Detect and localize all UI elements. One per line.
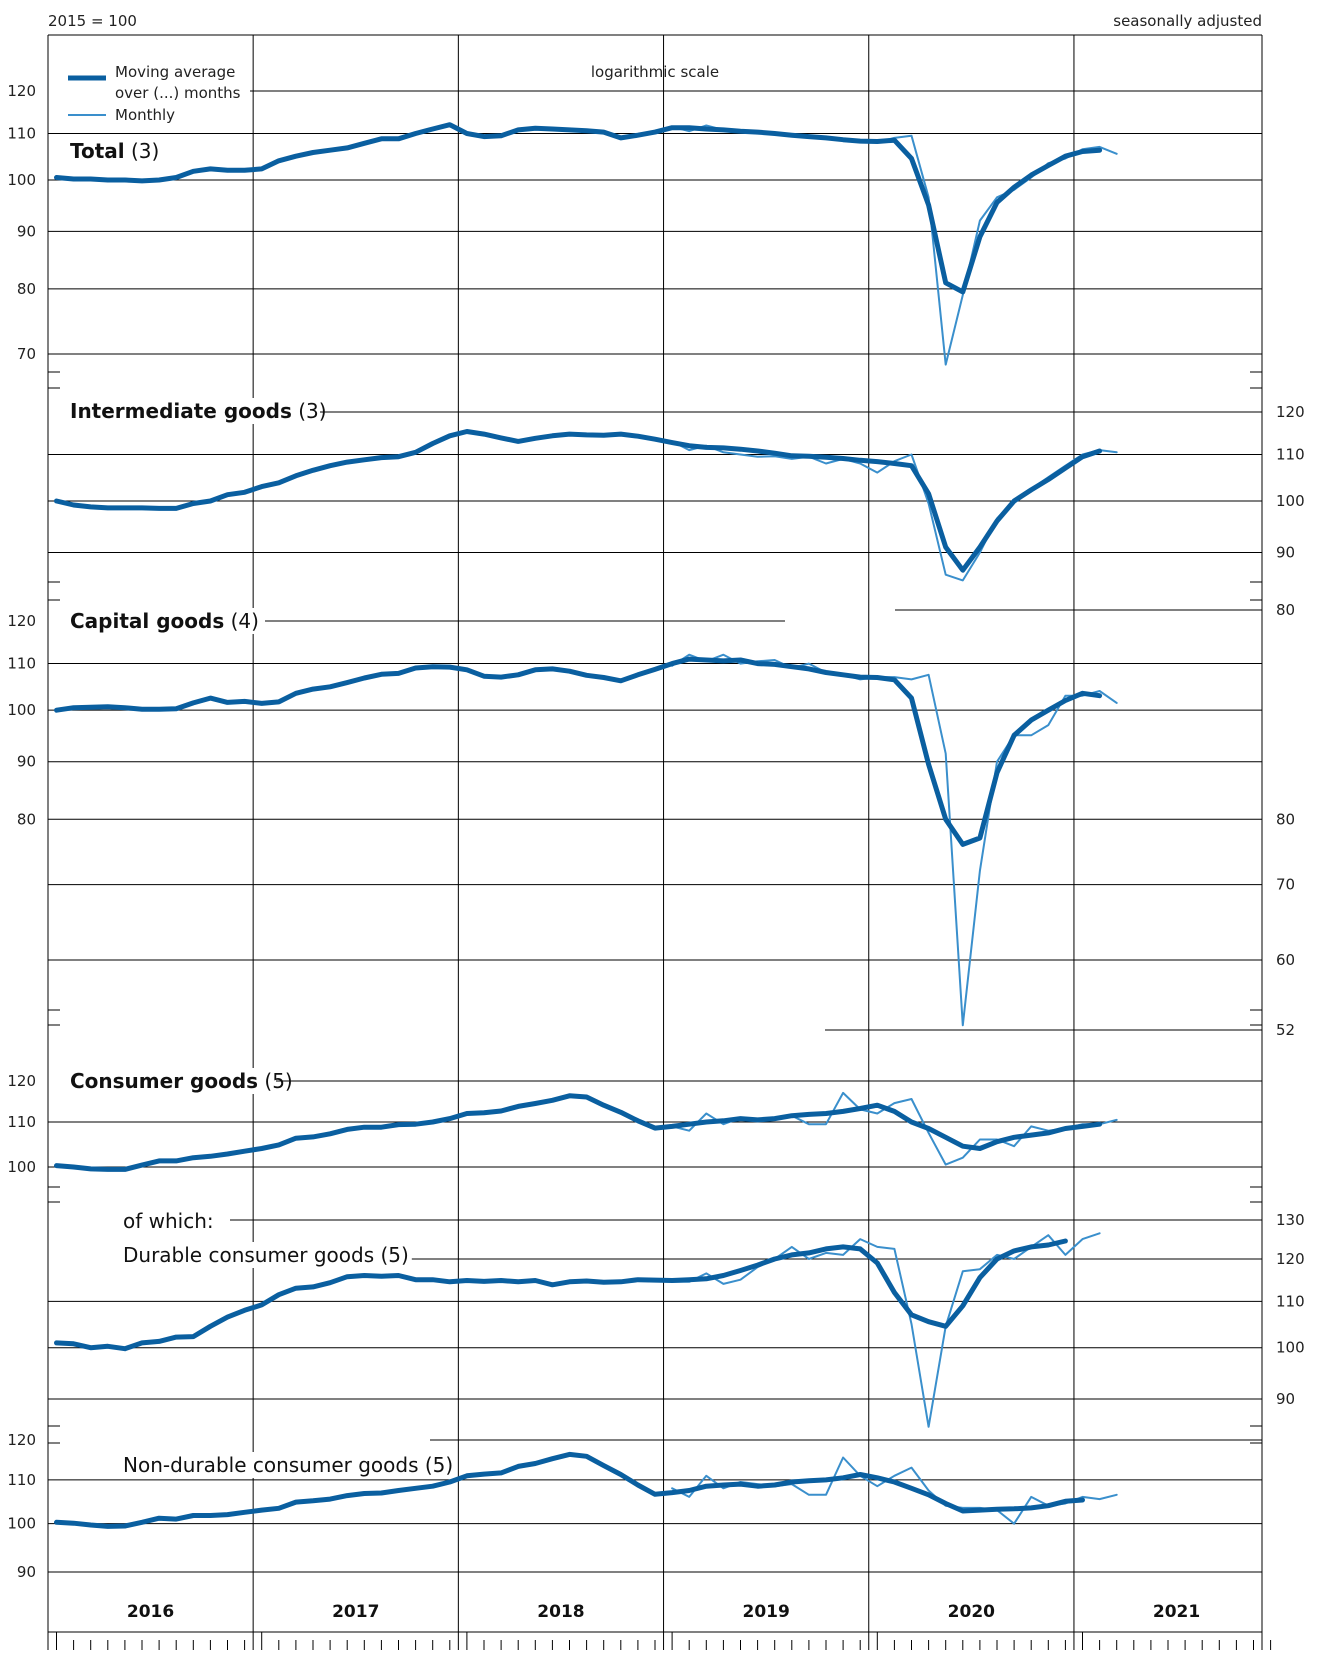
series-moving-average xyxy=(54,1093,1103,1172)
y-tick-label: 120 xyxy=(1276,1250,1305,1268)
panel-title: Intermediate goods (3) xyxy=(70,399,327,423)
legend-background xyxy=(62,58,250,124)
y-tick-label: 120 xyxy=(7,1431,36,1449)
year-label: 2019 xyxy=(742,1602,789,1622)
chart-frame xyxy=(47,34,1272,1650)
y-tick-label: 110 xyxy=(7,124,36,142)
y-tick-label: 90 xyxy=(1276,1390,1295,1408)
series-monthly xyxy=(671,124,1118,366)
y-tick-label: 100 xyxy=(1276,492,1305,510)
legend: Moving average over (...) months Monthly xyxy=(62,58,250,124)
panel-title: Total (3) xyxy=(70,139,159,163)
x-axis-years: 2016 2017 2018 2019 2020 2021 xyxy=(127,1602,1200,1622)
title-bg xyxy=(64,398,320,424)
scale-label: logarithmic scale xyxy=(591,63,719,81)
base-label: 2015 = 100 xyxy=(48,12,137,30)
y-tick-label: 120 xyxy=(7,1072,36,1090)
panel-4: 90 100 110 120 130 of which: Durable consumer … xyxy=(48,1201,1305,1428)
y-tick-label: 110 xyxy=(1276,1292,1305,1310)
title-bg xyxy=(117,1242,412,1268)
series-moving-average xyxy=(54,429,1103,573)
panel-3: 100 110 120 Consumer goods (5) xyxy=(7,1024,1262,1188)
y-tick-label: 120 xyxy=(1276,403,1305,421)
title-bg xyxy=(64,138,177,164)
series-monthly xyxy=(671,1091,1118,1166)
series-moving-average xyxy=(54,122,1103,295)
y-tick-label: 110 xyxy=(7,1113,36,1131)
series-monthly xyxy=(671,1456,1118,1525)
adjustment-label: seasonally adjusted xyxy=(1113,12,1262,30)
year-label: 2017 xyxy=(332,1602,379,1622)
panel-1: 80 90 100 110 120 Intermediate goods (3) xyxy=(48,387,1305,619)
y-tick-label: 52 xyxy=(1276,1021,1295,1039)
title-bg xyxy=(117,1208,227,1234)
series-monthly xyxy=(671,1232,1101,1428)
y-tick-label: 90 xyxy=(17,222,36,240)
y-tick-label: 80 xyxy=(17,280,36,298)
legend-label-moving-average-1: Moving average xyxy=(115,63,235,81)
y-tick-label: 130 xyxy=(1276,1211,1305,1229)
y-tick-label: 120 xyxy=(7,82,36,100)
y-tick-label: 120 xyxy=(7,612,36,630)
y-tick-label: 90 xyxy=(17,753,36,771)
year-label: 2021 xyxy=(1153,1602,1200,1622)
y-tick-label: 60 xyxy=(1276,951,1295,969)
panel-title: Capital goods (4) xyxy=(70,609,259,633)
year-label: 2018 xyxy=(537,1602,584,1622)
y-tick-label: 100 xyxy=(7,171,36,189)
panel-title: Consumer goods (5) xyxy=(70,1069,293,1093)
panel-title: Non-durable consumer goods (5) xyxy=(123,1453,453,1477)
y-tick-label: 110 xyxy=(1276,445,1305,463)
panel-subtitle: of which: xyxy=(123,1209,214,1233)
panel-title: Durable consumer goods (5) xyxy=(123,1243,409,1267)
y-tick-label: 80 xyxy=(1276,810,1295,828)
y-tick-label: 90 xyxy=(17,1563,36,1581)
legend-label-moving-average-2: over (...) months xyxy=(115,84,241,102)
y-tick-label: 80 xyxy=(1276,601,1295,619)
title-bg xyxy=(64,608,265,634)
series-moving-average xyxy=(54,656,1103,847)
series-moving-average xyxy=(54,1451,1085,1529)
title-bg xyxy=(64,1068,276,1094)
panel-0: 70 80 90 100 110 120 Total (3) xyxy=(7,34,1262,373)
y-tick-label: 90 xyxy=(1276,543,1295,561)
y-tick-label: 70 xyxy=(1276,876,1295,894)
legend-label-monthly: Monthly xyxy=(115,106,175,124)
y-tick-label: 100 xyxy=(7,1158,36,1176)
panel-5: 90 100 110 120 Non-durable consumer goods (5… xyxy=(7,1431,1262,1633)
y-tick-label: 110 xyxy=(7,655,36,673)
year-label: 2016 xyxy=(127,1602,174,1622)
chart-panels: 70 80 90 100 110 120 Total (3) 80 90 100 110 120 Int… xyxy=(7,34,1305,1633)
y-tick-label: 110 xyxy=(7,1471,36,1489)
y-tick-label: 80 xyxy=(17,810,36,828)
y-tick-label: 100 xyxy=(7,1515,36,1533)
y-tick-label: 70 xyxy=(17,345,36,363)
title-bg xyxy=(117,1452,455,1478)
series-moving-average xyxy=(54,1238,1068,1352)
panel-2: 80 90 100 110 120 52 60 70 80 Capital goods (4) xyxy=(7,599,1295,1039)
y-tick-label: 100 xyxy=(1276,1339,1305,1357)
year-label: 2020 xyxy=(948,1602,995,1622)
y-tick-label: 100 xyxy=(7,701,36,719)
